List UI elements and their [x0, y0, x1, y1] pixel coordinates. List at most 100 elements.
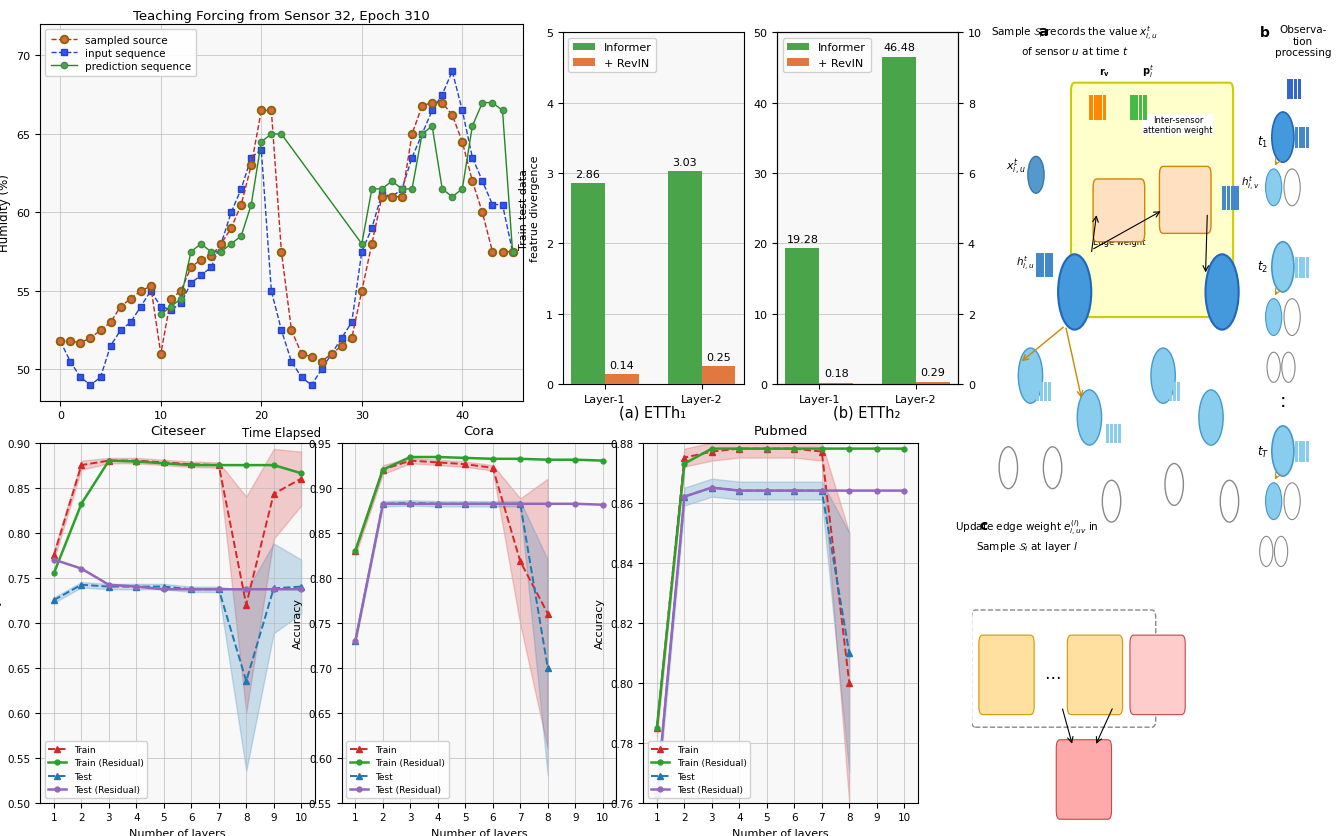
sampled source — [405, 130, 421, 140]
Bar — [1099, 96, 1101, 121]
Bar — [1036, 254, 1040, 278]
Text: 0.29: 0.29 — [921, 368, 946, 378]
sampled source — [102, 318, 119, 328]
Text: (b) ETTh₂: (b) ETTh₂ — [833, 405, 900, 421]
input sequence — [354, 247, 370, 257]
Circle shape — [1272, 426, 1294, 477]
Test — [677, 492, 693, 502]
Test (Residual) — [239, 584, 255, 594]
Text: $\cdots$: $\cdots$ — [1044, 666, 1061, 685]
Train — [540, 609, 556, 619]
Train (Residual) — [704, 444, 720, 454]
Test (Residual) — [46, 555, 62, 565]
Test — [402, 498, 418, 508]
Text: $\mathbf{b}$: $\mathbf{b}$ — [1260, 25, 1270, 40]
Train (Residual) — [184, 461, 200, 471]
Bar — [1294, 128, 1298, 149]
Train (Residual) — [758, 444, 775, 454]
Circle shape — [1164, 464, 1183, 506]
Circle shape — [1000, 447, 1017, 489]
prediction sequence — [394, 185, 410, 195]
prediction sequence — [405, 185, 421, 195]
Text: v: v — [1218, 286, 1226, 299]
input sequence — [83, 380, 99, 390]
Circle shape — [1274, 537, 1288, 567]
Test — [649, 788, 665, 798]
Bar — [1302, 441, 1305, 462]
Train (Residual) — [485, 454, 501, 464]
sampled source — [354, 287, 370, 297]
Test (Residual) — [129, 582, 145, 592]
Circle shape — [1265, 483, 1282, 520]
Bar — [1294, 257, 1298, 278]
Text: $x^t_{i,u}$: $x^t_{i,u}$ — [1006, 157, 1025, 177]
Train — [265, 489, 281, 499]
input sequence — [334, 334, 350, 344]
FancyBboxPatch shape — [1056, 740, 1112, 819]
sampled source — [83, 334, 99, 344]
Bar — [667, 171, 702, 385]
Bar — [1222, 187, 1226, 211]
Train — [293, 474, 310, 484]
Test (Residual) — [512, 499, 528, 509]
sampled source — [233, 201, 249, 211]
Test (Residual) — [677, 492, 693, 502]
Bar — [1226, 187, 1230, 211]
input sequence — [324, 349, 340, 359]
sampled source — [474, 208, 490, 218]
Line: Test: Test — [654, 485, 852, 797]
Circle shape — [1265, 299, 1282, 336]
Bar — [604, 375, 639, 385]
input sequence — [92, 373, 109, 383]
prediction sequence — [182, 247, 198, 257]
Train — [239, 600, 255, 610]
Bar — [1235, 187, 1240, 211]
sampled source — [364, 240, 381, 250]
input sequence — [182, 278, 198, 288]
input sequence — [405, 153, 421, 163]
sampled source — [253, 106, 269, 116]
FancyBboxPatch shape — [1093, 180, 1144, 242]
Circle shape — [1199, 390, 1223, 446]
Train — [347, 546, 363, 556]
Test — [457, 499, 473, 509]
input sequence — [374, 190, 390, 200]
input sequence — [253, 145, 269, 155]
FancyBboxPatch shape — [1130, 635, 1186, 715]
Train (Residual) — [677, 459, 693, 469]
Train (Residual) — [155, 459, 172, 469]
Train (Residual) — [293, 469, 310, 479]
sampled source — [284, 326, 300, 336]
input sequence — [284, 357, 300, 367]
prediction sequence — [263, 130, 280, 140]
Bar — [1045, 254, 1048, 278]
Text: u: u — [1280, 446, 1286, 456]
input sequence — [244, 153, 260, 163]
input sequence — [344, 318, 360, 328]
input sequence — [52, 337, 68, 347]
Train — [649, 722, 665, 732]
input sequence — [204, 263, 220, 273]
Bar — [1231, 187, 1234, 211]
prediction sequence — [244, 201, 260, 211]
Train (Residual) — [732, 444, 748, 454]
input sequence — [113, 326, 129, 336]
sampled source — [293, 349, 310, 359]
Test (Residual) — [402, 499, 418, 509]
input sequence — [314, 365, 330, 375]
Bar — [917, 383, 950, 385]
Text: :: : — [1280, 392, 1286, 410]
prediction sequence — [364, 185, 381, 195]
sampled source — [314, 357, 330, 367]
FancyBboxPatch shape — [1067, 635, 1123, 715]
Text: $\mathbf{p}^t_i$: $\mathbf{p}^t_i$ — [1143, 64, 1154, 80]
Circle shape — [1272, 113, 1294, 163]
Test — [842, 648, 858, 658]
Y-axis label: Train-test data
featrue divergence: Train-test data featrue divergence — [519, 155, 540, 263]
Train (Residual) — [402, 452, 418, 462]
sampled source — [92, 326, 109, 336]
input sequence — [222, 208, 240, 218]
Train — [155, 458, 172, 468]
Test (Residual) — [567, 499, 583, 509]
Circle shape — [1265, 170, 1282, 206]
